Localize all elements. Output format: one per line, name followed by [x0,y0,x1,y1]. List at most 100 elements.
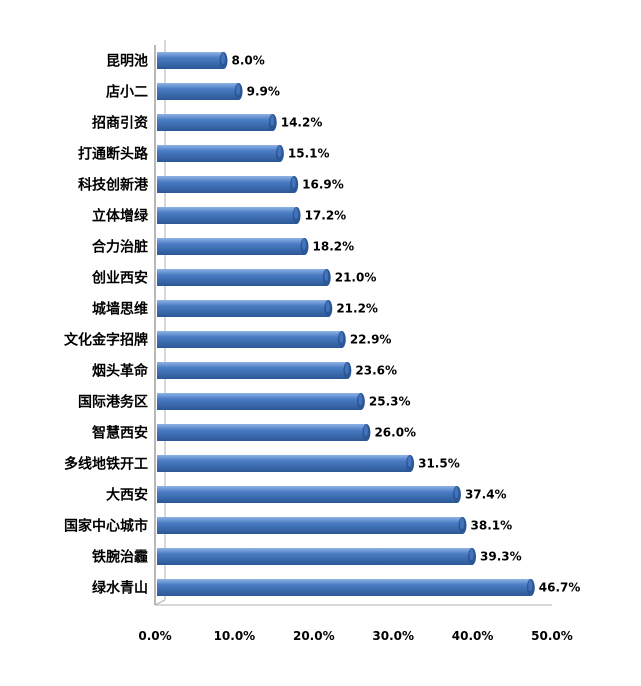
bar-body [157,424,367,441]
category-label: 店小二 [106,84,148,101]
data-label: 38.1% [471,519,513,533]
bar-body [157,455,411,472]
data-label: 25.3% [369,395,411,409]
data-label: 9.9% [247,85,280,99]
data-label: 22.9% [350,333,392,347]
bar [157,517,467,534]
bar-body [157,114,273,131]
data-label: 15.1% [288,147,330,161]
data-label: 31.5% [418,457,460,471]
category-label: 文化金字招牌 [64,332,148,349]
value-labels: 8.0% 9.9% 14.2% 15.1% 16.9% 17.2% 18.2% 21.0% 21… [232,54,581,595]
data-label: 21.2% [336,302,378,316]
bar-body [157,207,297,224]
bar-body [157,238,305,255]
bar-end-highlight [270,114,275,127]
data-label: 21.0% [335,271,377,285]
bar-end-highlight [325,300,330,313]
x-tick-label: 0.0% [138,629,171,643]
bar-end-highlight [344,362,349,375]
bar [157,207,301,224]
bar-body [157,517,463,534]
bar [157,269,331,286]
x-tick-label: 40.0% [452,629,494,643]
chart-bars [157,52,535,596]
category-label: 大西安 [106,487,148,504]
bar-body [157,486,457,503]
data-label: 18.2% [313,240,355,254]
bar-end-highlight [407,455,412,468]
data-label: 46.7% [539,581,581,595]
category-label: 科技创新港 [78,177,149,194]
axis-corner [154,599,166,606]
data-label: 8.0% [232,54,265,68]
chart-axes [154,40,552,606]
bar [157,455,415,472]
bar-body [157,176,295,193]
data-label: 39.3% [480,550,522,564]
category-label: 国家中心城市 [64,518,148,535]
bar-end-highlight [363,424,368,437]
data-label: 23.6% [355,364,397,378]
bar-body [157,83,239,100]
bar-end-highlight [469,548,474,561]
category-label: 城墙思维 [92,301,148,318]
bar-end-highlight [221,52,226,65]
bar-end-highlight [460,517,465,530]
bar-body [157,269,327,286]
category-label: 铁腕治霾 [92,549,148,566]
bar-body [157,145,280,162]
bar-end-highlight [277,145,282,158]
category-label: 智慧西安 [91,425,148,442]
x-tick-label: 10.0% [214,629,256,643]
bar [157,393,365,410]
bar-body [157,52,224,69]
bar [157,548,477,565]
bar-end-highlight [291,176,296,189]
bar-body [157,393,361,410]
bar-body [157,300,329,317]
bar-end-highlight [339,331,344,344]
bar [157,238,309,255]
bar [157,486,461,503]
bar [157,300,333,317]
bar-body [157,579,531,596]
category-label: 招商引资 [92,115,148,132]
bar [157,114,277,131]
category-label: 合力治脏 [92,239,148,256]
category-label: 烟头革命 [92,363,149,380]
data-label: 14.2% [281,116,323,130]
bar-end-highlight [236,83,241,96]
category-label: 创业西安 [91,270,148,287]
category-label: 绿水青山 [92,580,148,597]
bar-body [157,548,473,565]
bar [157,52,228,69]
bar-end-highlight [528,579,533,592]
x-tick-label: 50.0% [531,629,573,643]
data-label: 17.2% [305,209,347,223]
category-label: 打通断头路 [78,146,149,163]
bar [157,176,299,193]
x-tick-label: 30.0% [372,629,414,643]
bar-body [157,331,342,348]
x-tick-labels: 0.0% 10.0% 20.0% 30.0% 40.0% 50.0% [138,629,572,643]
category-labels: 昆明池店小二招商引资打通断头路科技创新港立体增绿合力治脏创业西安城墙思维文化金字… [64,53,149,597]
bar [157,83,243,100]
bar-end-highlight [302,238,307,251]
bar-end-highlight [294,207,299,220]
bar-end-highlight [358,393,363,406]
data-label: 37.4% [465,488,507,502]
category-label: 多线地铁开工 [64,456,148,473]
data-label: 16.9% [302,178,344,192]
bar-body [157,362,348,379]
bar [157,424,371,441]
category-label: 立体增绿 [92,208,149,225]
bar [157,145,284,162]
bar-end-highlight [454,486,459,499]
bar-end-highlight [324,269,329,282]
x-tick-label: 20.0% [293,629,335,643]
data-label: 26.0% [374,426,416,440]
bar [157,579,535,596]
